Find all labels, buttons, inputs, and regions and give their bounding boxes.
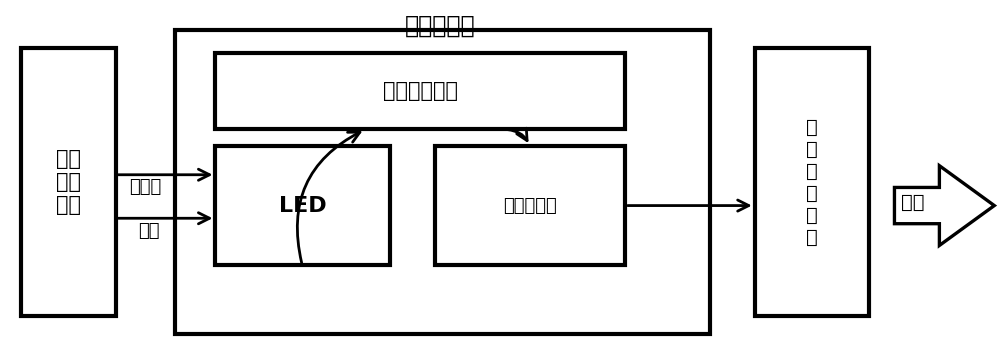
Text: 输出: 输出 bbox=[901, 193, 924, 211]
Bar bbox=[215, 146, 390, 265]
Text: 反射式探头: 反射式探头 bbox=[405, 13, 475, 37]
Bar bbox=[755, 48, 869, 316]
Bar bbox=[175, 30, 710, 334]
Text: 光电探测器: 光电探测器 bbox=[503, 197, 557, 214]
Text: 探头
驱动
电路: 探头 驱动 电路 bbox=[56, 149, 81, 215]
Bar bbox=[215, 53, 625, 130]
Text: 体表皮肤组织: 体表皮肤组织 bbox=[383, 81, 458, 101]
Text: LED: LED bbox=[279, 195, 327, 215]
Polygon shape bbox=[894, 166, 994, 245]
Text: 红光: 红光 bbox=[138, 222, 159, 240]
Text: 跨
阻
抗
放
大
器: 跨 阻 抗 放 大 器 bbox=[806, 118, 818, 246]
Bar bbox=[435, 146, 625, 265]
Text: 红外光: 红外光 bbox=[129, 178, 162, 196]
Bar bbox=[21, 48, 116, 316]
